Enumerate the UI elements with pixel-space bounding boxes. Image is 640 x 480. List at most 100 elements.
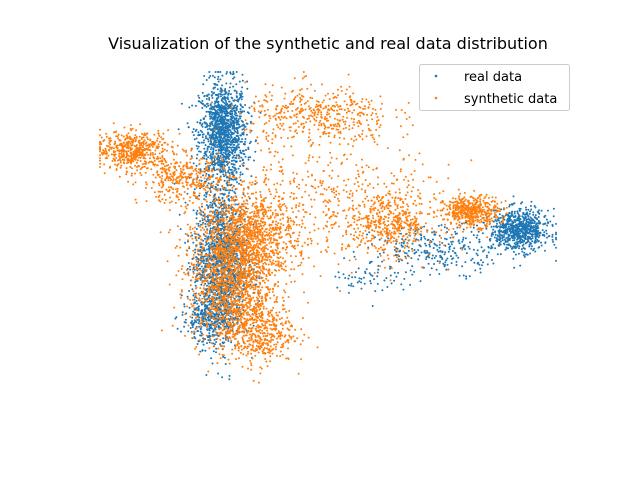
point-real-2196 [243,218,246,221]
point-real-952 [234,89,236,92]
point-real-3527 [508,229,511,232]
point-real-3857 [370,260,373,263]
point-synthetic-129 [127,140,130,143]
point-real-349 [236,129,239,132]
point-real-708 [192,162,195,165]
point-real-3629 [473,261,476,264]
point-real-502 [206,184,209,187]
point-real-1206 [254,150,257,153]
point-real-3499 [516,244,519,247]
point-real-309 [228,179,231,182]
point-real-3549 [535,222,538,225]
point-synthetic-150 [135,136,138,138]
point-real-1022 [219,90,222,92]
point-synthetic-391 [143,134,145,136]
point-real-271 [216,144,219,147]
point-real-3762 [444,237,446,240]
point-real-3813 [464,248,466,251]
point-synthetic-13 [135,129,138,132]
point-real-2504 [192,209,195,212]
point-synthetic-345 [146,136,149,139]
point-real-1166 [224,110,227,113]
point-synthetic-375 [142,141,145,144]
point-real-3880 [342,273,345,276]
point-real-1384 [213,163,216,166]
point-real-2364 [222,203,225,206]
point-real-2475 [193,268,196,271]
point-real-3826 [395,247,398,250]
point-synthetic-264 [157,132,160,135]
point-real-1000 [232,139,235,142]
point-real-3696 [435,255,437,257]
point-real-3834 [400,283,403,286]
point-real-3321 [525,218,528,221]
point-real-287 [233,76,236,79]
point-real-388 [222,144,225,147]
point-real-1046 [208,97,211,99]
point-real-857 [208,107,211,110]
point-real-2361 [199,220,202,223]
point-synthetic-692 [207,186,209,189]
point-real-19 [207,138,210,141]
point-real-3722 [406,262,409,265]
point-real-3011 [529,252,532,255]
point-synthetic-414 [113,153,116,156]
point-real-317 [208,98,211,101]
point-real-3177 [514,253,517,256]
point-real-1188 [217,149,220,152]
point-synthetic-192 [157,143,160,146]
point-real-415 [216,78,219,81]
point-real-3482 [507,217,509,220]
point-real-1160 [244,125,247,128]
point-real-1180 [219,138,222,141]
point-synthetic-42 [103,172,106,175]
point-real-3661 [425,258,428,261]
point-synthetic-665 [190,165,193,168]
point-real-3394 [493,236,496,239]
point-synthetic-277 [127,157,130,160]
point-real-291 [205,135,207,138]
point-real-3594 [487,245,490,248]
point-real-862 [223,136,226,138]
point-real-3761 [471,257,474,260]
point-real-156 [211,122,214,125]
point-synthetic-322 [166,143,169,146]
point-real-850 [226,136,229,139]
point-synthetic-572 [210,159,213,162]
point-real-137 [237,118,240,121]
point-real-1297 [208,167,211,170]
point-real-4096 [211,330,214,333]
point-real-3883 [386,286,389,288]
point-real-1057 [223,146,226,149]
point-real-3808 [404,252,406,254]
point-real-3512 [507,215,510,218]
point-real-4162 [194,292,197,295]
point-real-968 [223,179,226,182]
point-real-3509 [518,230,521,233]
point-synthetic-425 [163,141,166,144]
point-real-1109 [227,171,230,174]
point-real-3106 [521,241,523,244]
point-real-525 [232,178,235,181]
point-real-3265 [512,236,515,239]
point-real-436 [225,71,228,73]
point-real-3455 [528,235,530,238]
point-real-1276 [214,121,217,124]
point-synthetic-413 [167,129,170,132]
point-real-1240 [235,123,238,126]
point-real-1159 [207,110,210,113]
point-real-3767 [525,231,528,234]
point-real-399 [216,84,219,86]
point-synthetic-514 [221,185,224,187]
point-real-322 [225,82,228,85]
point-real-2506 [234,192,237,195]
point-synthetic-195 [160,151,163,153]
point-synthetic-673 [204,186,207,189]
point-real-1497 [187,262,190,264]
point-synthetic-485 [118,149,121,152]
point-real-4060 [221,321,223,324]
point-real-778 [227,130,229,133]
point-real-3772 [455,254,458,257]
point-real-1102 [222,107,225,110]
point-real-3730 [417,249,420,252]
